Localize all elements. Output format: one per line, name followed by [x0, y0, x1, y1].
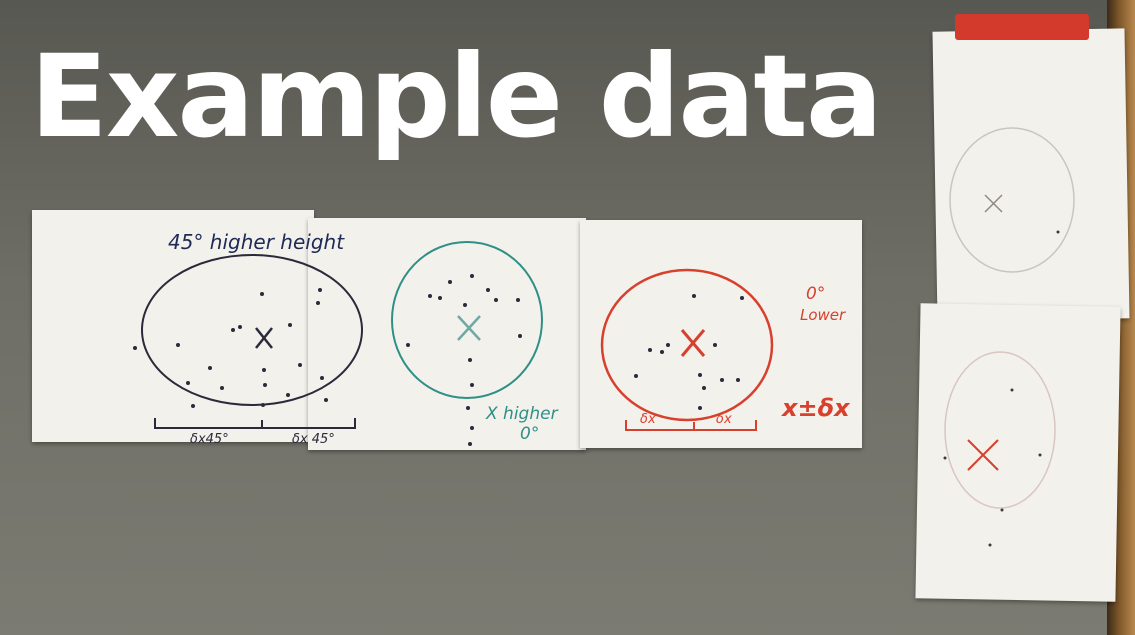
sheet3-label-top-line1: 0°	[806, 284, 826, 304]
slide-title: Example data	[30, 30, 883, 163]
sheet2-label-line2: 0°	[520, 424, 540, 444]
red-dots	[634, 294, 744, 410]
black-center-x	[255, 327, 273, 349]
black-ellipse	[141, 254, 363, 406]
black-dots	[133, 288, 328, 408]
red-center-x	[680, 329, 706, 357]
sheet3-label-left: δx	[640, 412, 656, 427]
target-sheet-0-degree-lower	[580, 220, 862, 448]
sheet3-label-formula: x±δx	[782, 394, 850, 422]
sheet3-label-right: δx	[716, 412, 732, 427]
sheet1-heading: 45° higher height	[168, 230, 345, 254]
faint-ellipse-top	[949, 127, 1075, 273]
sheet1-label-right: δx 45°	[292, 432, 335, 447]
faint-x-top	[984, 194, 1003, 213]
red-tape	[955, 14, 1089, 40]
red-bracket	[625, 420, 757, 431]
sheet1-label-left: δx45°	[190, 432, 229, 447]
sheet3-label-top-line2: Lower	[800, 306, 846, 324]
red-ellipse	[600, 268, 774, 422]
target-sheet-45-degree-right	[308, 218, 586, 450]
faint-ellipse-bottom	[944, 351, 1056, 509]
teal-ellipse	[391, 241, 543, 399]
faint-dots	[943, 230, 1060, 547]
teal-dots	[406, 274, 522, 446]
faint-red-x	[967, 439, 999, 471]
black-bracket	[154, 418, 356, 429]
sheet2-label-line1: X higher	[486, 404, 558, 424]
teal-center-x	[457, 315, 481, 341]
